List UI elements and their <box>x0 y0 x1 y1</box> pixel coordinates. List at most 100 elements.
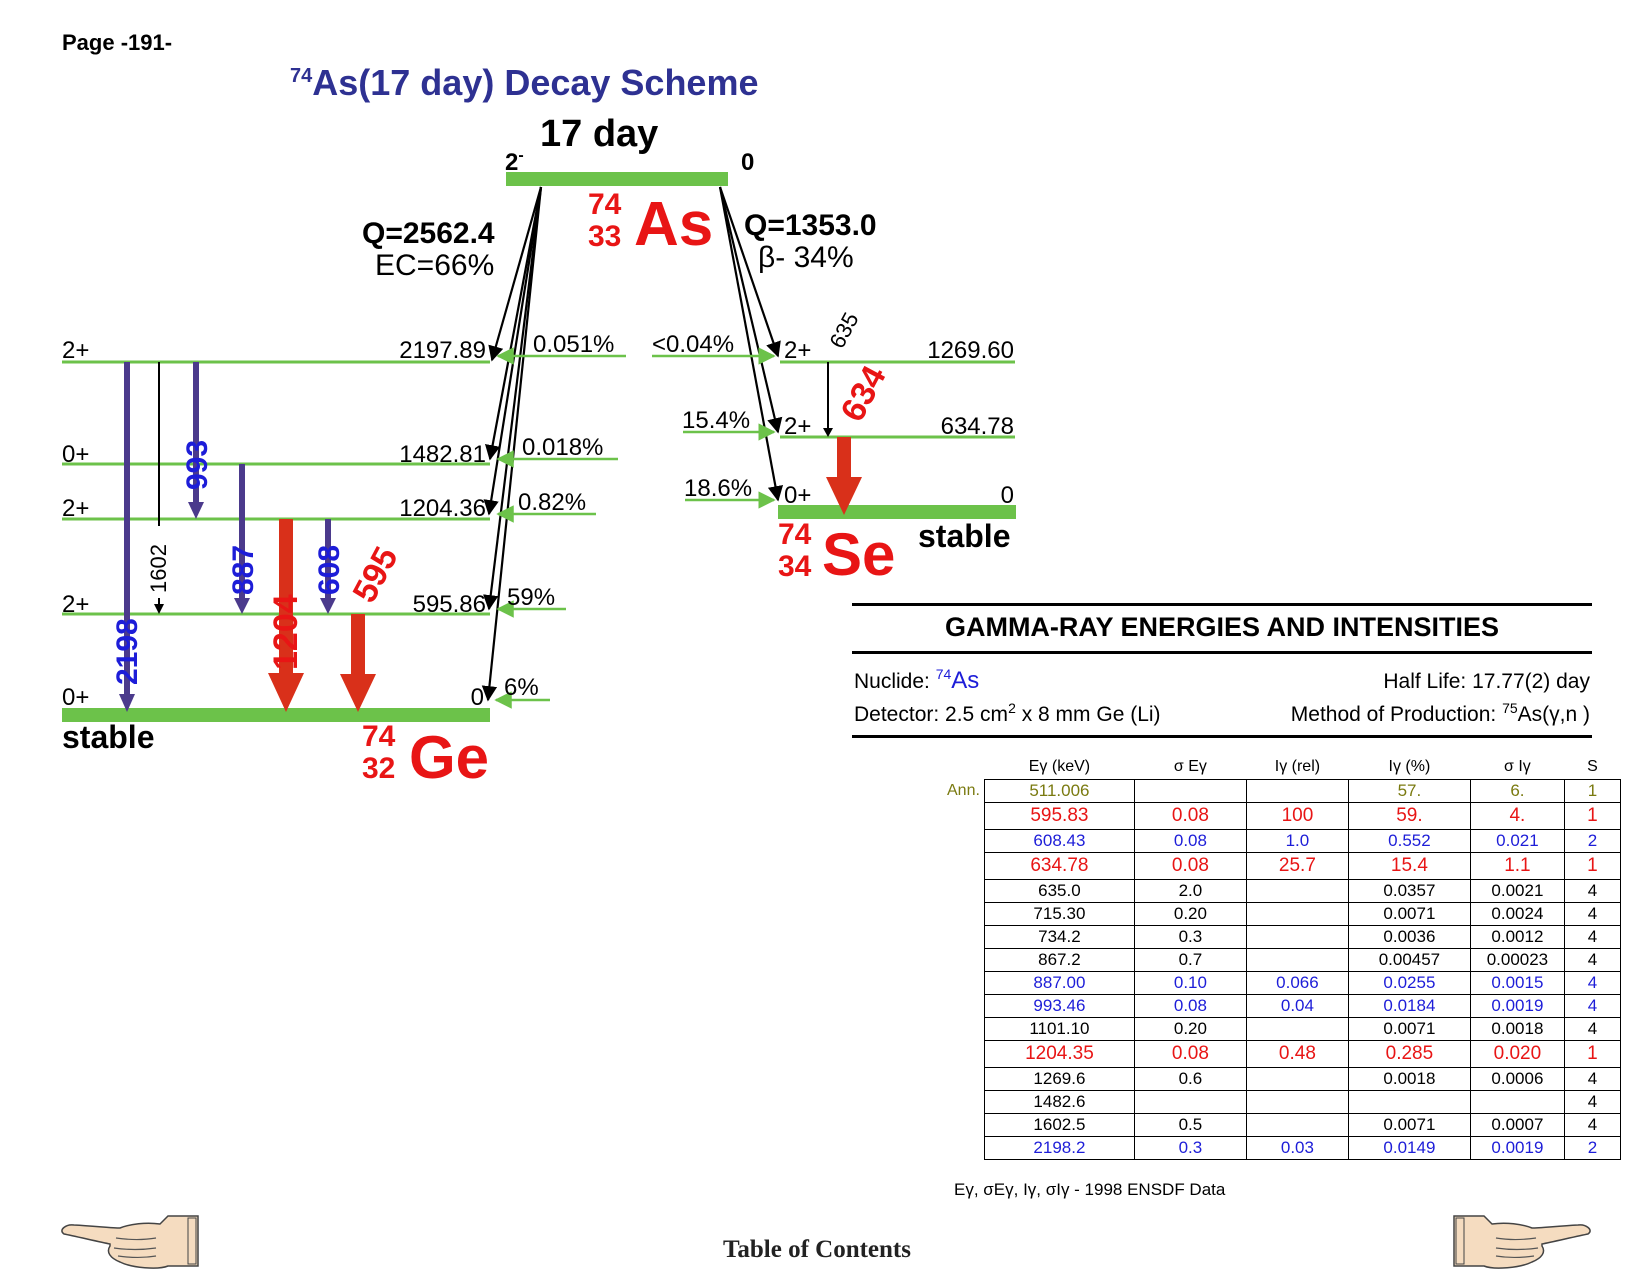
cell-energy-error <box>1133 1090 1247 1114</box>
se-spin-1: 2+ <box>784 337 811 364</box>
cell-abs-intensity: 0.0255 <box>1347 971 1471 995</box>
ge-spin-5: 0+ <box>62 684 89 711</box>
col-energy: Eγ (keV) <box>1028 758 1091 775</box>
annihilation-label <box>945 853 984 880</box>
cell-source: 1 <box>1563 802 1621 830</box>
cell-intensity-error: 1.1 <box>1469 852 1565 880</box>
col-abs-intensity: Iγ (%) <box>1388 758 1431 775</box>
detector-pre: Detector: 2.5 cm <box>854 703 1009 726</box>
table-row: 1101.10 0.20 0.0071 0.0018 4 <box>945 1017 1621 1041</box>
cell-energy: 1269.6 <box>983 1067 1135 1091</box>
cell-abs-intensity: 59. <box>1347 802 1471 830</box>
ge-energy-2: 1482.81 <box>399 441 486 468</box>
se-feed-labels: <0.04% 15.4% 18.6% <box>652 331 776 509</box>
cell-abs-intensity: 0.552 <box>1347 829 1471 853</box>
cell-energy-error: 0.08 <box>1133 994 1247 1018</box>
parent-halflife: 17 day <box>540 113 658 155</box>
detector-sup: 2 <box>1008 700 1016 716</box>
cell-rel-intensity <box>1245 948 1349 972</box>
table-heading-rule <box>852 651 1592 654</box>
se-mass: 74 <box>778 518 812 551</box>
gamma-634-label: 634 <box>834 360 894 428</box>
cell-abs-intensity: 0.00457 <box>1347 948 1471 972</box>
ge-symbol: Ge <box>409 724 489 791</box>
cell-intensity-error: 0.0015 <box>1469 971 1565 995</box>
cell-rel-intensity: 25.7 <box>1245 852 1349 880</box>
se-feed-1: <0.04% <box>652 331 734 358</box>
table-footnote: Eγ, σEγ, Iγ, σIγ - 1998 ENSDF Data <box>954 1180 1226 1199</box>
se-energy-2: 634.78 <box>941 413 1014 440</box>
method-pre: Method of Production: <box>1290 703 1503 726</box>
detector-post: x 8 mm Ge (Li) <box>1015 703 1161 726</box>
cell-abs-intensity <box>1347 1090 1471 1114</box>
cell-rel-intensity: 0.04 <box>1245 994 1349 1018</box>
cell-energy-error: 0.08 <box>1133 852 1247 880</box>
se-energy-3: 0 <box>1001 482 1014 509</box>
cell-source: 1 <box>1563 852 1621 880</box>
cell-rel-intensity <box>1245 902 1349 926</box>
cell-rel-intensity: 1.0 <box>1245 829 1349 853</box>
table-header-row: Eγ (keV) σ Eγ Iγ (rel) Iγ (%) σ Iγ S <box>945 746 1620 780</box>
gamma-1602-label: 1602 <box>146 544 171 593</box>
gamma-887-label: 887 <box>227 545 260 595</box>
cell-rel-intensity: 0.48 <box>1245 1040 1349 1068</box>
cell-abs-intensity: 57. <box>1347 779 1471 803</box>
next-page-hand-icon[interactable] <box>1452 1212 1592 1270</box>
parent-spin-right: 0 <box>741 149 754 176</box>
table-row: 867.2 0.7 0.00457 0.00023 4 <box>945 948 1621 972</box>
annihilation-label <box>945 1018 984 1041</box>
cell-intensity-error: 0.0019 <box>1469 994 1565 1018</box>
cell-rel-intensity: 0.03 <box>1245 1136 1349 1160</box>
cell-source: 4 <box>1563 971 1621 995</box>
ge-spin-4: 2+ <box>62 591 89 618</box>
cell-rel-intensity: 0.066 <box>1245 971 1349 995</box>
ge-energy-1: 2197.89 <box>399 337 486 364</box>
se-feed-3: 18.6% <box>684 475 752 502</box>
gamma-608-label: 608 <box>313 545 346 595</box>
table-row: 2198.2 0.3 0.03 0.0149 0.0019 2 <box>945 1136 1621 1160</box>
col-source: S <box>1587 758 1598 775</box>
ge-levels <box>62 360 490 722</box>
cell-rel-intensity <box>1245 1067 1349 1091</box>
cell-energy: 1482.6 <box>983 1090 1135 1114</box>
gamma-1204-label: 1204 <box>267 594 305 670</box>
cell-energy-error: 0.08 <box>1133 802 1247 830</box>
beta-branch-percent: β- 34% <box>758 241 854 274</box>
cell-abs-intensity: 0.0149 <box>1347 1136 1471 1160</box>
ge-ground-level <box>62 708 490 722</box>
annihilation-label <box>945 830 984 853</box>
annihilation-label: Ann. <box>947 782 980 799</box>
cell-source: 4 <box>1563 1067 1621 1091</box>
cell-source: 1 <box>1563 1040 1621 1068</box>
cell-source: 4 <box>1563 1090 1621 1114</box>
cell-energy: 511.006 <box>983 779 1135 803</box>
nuclide-value: 74As <box>936 666 980 694</box>
cell-energy-error <box>1133 779 1247 803</box>
cell-energy: 1602.5 <box>983 1113 1135 1137</box>
se-ground-level <box>778 505 1016 519</box>
cell-abs-intensity: 15.4 <box>1347 852 1471 880</box>
annihilation-label <box>945 803 984 830</box>
annihilation-label <box>945 1091 984 1114</box>
nuclide-info: Nuclide: 74As <box>854 666 979 695</box>
gamma-595-label: 595 <box>346 541 406 609</box>
scheme-title: 74As(17 day) Decay Scheme <box>290 62 759 104</box>
ge-energy-3: 1204.36 <box>399 495 486 522</box>
cell-rel-intensity <box>1245 1113 1349 1137</box>
table-row: 887.00 0.10 0.066 0.0255 0.0015 4 <box>945 971 1621 995</box>
table-row: 1482.6 4 <box>945 1090 1621 1114</box>
se-spin-2: 2+ <box>784 413 811 440</box>
cell-source: 4 <box>1563 948 1621 972</box>
previous-page-hand-icon[interactable] <box>60 1212 200 1270</box>
cell-energy-error: 0.10 <box>1133 971 1247 995</box>
cell-rel-intensity <box>1245 879 1349 903</box>
cell-source: 1 <box>1563 779 1621 803</box>
ge-stable-label: stable <box>62 719 154 755</box>
cell-energy: 635.0 <box>983 879 1135 903</box>
cell-intensity-error: 0.0007 <box>1469 1113 1565 1137</box>
cell-abs-intensity: 0.0357 <box>1347 879 1471 903</box>
cell-energy: 1204.35 <box>983 1040 1135 1068</box>
table-of-contents-link[interactable]: Table of Contents <box>723 1236 911 1263</box>
ec-branch-percent: EC=66% <box>375 249 494 282</box>
table-info-rule <box>852 735 1592 738</box>
